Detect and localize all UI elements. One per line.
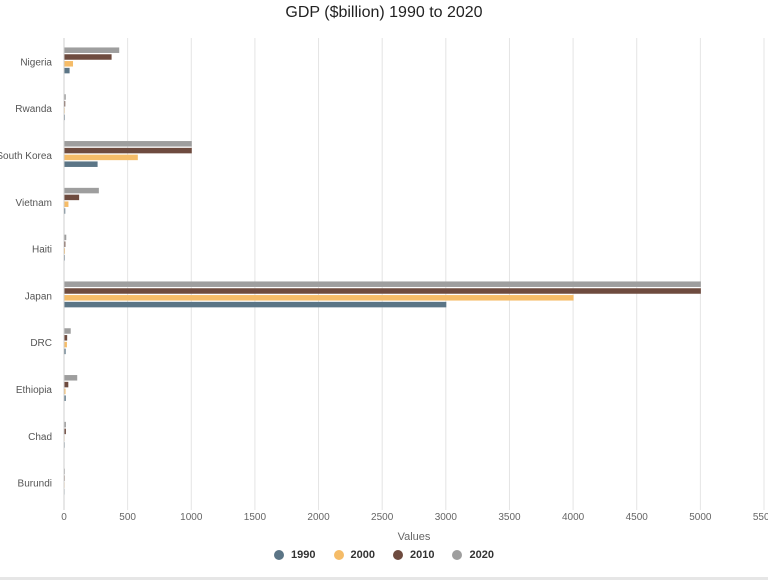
bar-nigeria-1990[interactable] — [64, 67, 70, 74]
bar-ethiopia-2000[interactable] — [64, 388, 66, 395]
legend-item-1990[interactable]: 1990 — [274, 549, 316, 561]
x-tick-label: 4000 — [562, 512, 585, 523]
bar-drc-2010[interactable] — [64, 335, 68, 341]
legend-label: 2020 — [469, 549, 494, 561]
x-tick-label: 1500 — [244, 512, 267, 523]
category-label: DRC — [30, 338, 52, 349]
legend-dot-icon — [274, 550, 285, 560]
legend-item-2000[interactable]: 2000 — [333, 549, 375, 561]
bar-japan-2010[interactable] — [64, 288, 701, 294]
category-label: Ethiopia — [16, 385, 53, 396]
x-tick-label: 1000 — [180, 512, 203, 523]
bar-vietnam-1990[interactable] — [64, 208, 66, 214]
bar-south-korea-2010[interactable] — [64, 147, 192, 154]
category-label: South Korea — [0, 151, 52, 162]
bar-haiti-2020[interactable] — [64, 234, 67, 241]
x-tick-labels: 0 500 1000 1500 2000 2500 3000 3500 4000 4500 5000… — [61, 512, 768, 523]
legend-item-2010[interactable]: 2010 — [393, 549, 434, 561]
bar-japan-2020[interactable] — [64, 281, 701, 287]
legend: 1990 2000 2010 2020 — [0, 549, 768, 561]
bar-ethiopia-1990[interactable] — [64, 395, 66, 401]
x-tick-label: 3000 — [435, 512, 458, 523]
chart-title: GDP ($billion) 1990 to 2020 — [285, 4, 483, 21]
bar-south-korea-2020[interactable] — [64, 141, 192, 147]
bar-nigeria-2020[interactable] — [64, 47, 120, 53]
category-label: Vietnam — [15, 198, 52, 209]
bar-haiti-2010[interactable] — [64, 241, 66, 247]
legend-label: 2010 — [410, 549, 435, 561]
category-label: Chad — [28, 432, 52, 443]
bar-drc-2000[interactable] — [64, 341, 67, 348]
bar-japan-2000[interactable] — [64, 295, 574, 301]
category-label: Japan — [25, 291, 52, 302]
bar-vietnam-2020[interactable] — [64, 187, 99, 194]
x-tick-label: 5000 — [689, 512, 712, 523]
bar-drc-1990[interactable] — [64, 348, 66, 355]
bars — [64, 47, 701, 495]
legend-dot-icon — [333, 550, 344, 560]
legend-dot-icon — [452, 550, 463, 560]
bar-vietnam-2010[interactable] — [64, 194, 80, 201]
x-tick-label: 4500 — [626, 512, 649, 523]
x-tick-label: 500 — [119, 512, 136, 523]
bar-south-korea-2000[interactable] — [64, 154, 138, 161]
bar-nigeria-2000[interactable] — [64, 61, 74, 67]
category-label: Haiti — [32, 245, 52, 256]
x-axis-title: Values — [398, 531, 431, 543]
bar-haiti-2000[interactable] — [64, 248, 66, 254]
bar-chad-2010[interactable] — [64, 428, 66, 435]
bar-rwanda-2020[interactable] — [64, 94, 66, 100]
legend-item-2020[interactable]: 2020 — [452, 549, 494, 561]
bar-south-korea-1990[interactable] — [64, 161, 98, 167]
x-tick-label: 2500 — [371, 512, 394, 523]
bar-ethiopia-2020[interactable] — [64, 375, 78, 381]
category-label: Burundi — [18, 479, 52, 490]
x-tick-label: 2000 — [307, 512, 330, 523]
x-tick-label: 3500 — [498, 512, 521, 523]
legend-label: 1990 — [291, 549, 316, 561]
bar-rwanda-2010[interactable] — [64, 101, 66, 107]
category-label: Nigeria — [20, 57, 52, 68]
bar-ethiopia-2010[interactable] — [64, 381, 69, 388]
category-label: Rwanda — [15, 104, 52, 115]
bar-drc-2020[interactable] — [64, 328, 71, 334]
legend-label: 2000 — [350, 549, 375, 561]
x-tick-label: 5500 — [753, 512, 768, 523]
x-tick-label: 0 — [61, 512, 67, 523]
bar-chad-2020[interactable] — [64, 421, 66, 428]
gridlines — [63, 38, 765, 510]
bottom-divider — [0, 577, 768, 580]
bar-nigeria-2010[interactable] — [64, 54, 112, 60]
legend-dot-icon — [393, 550, 403, 560]
bar-vietnam-2000[interactable] — [64, 201, 69, 207]
category-labels: Nigeria Rwanda South Korea Vietnam Haiti Japa… — [0, 57, 52, 489]
bar-japan-1990[interactable] — [64, 301, 447, 308]
